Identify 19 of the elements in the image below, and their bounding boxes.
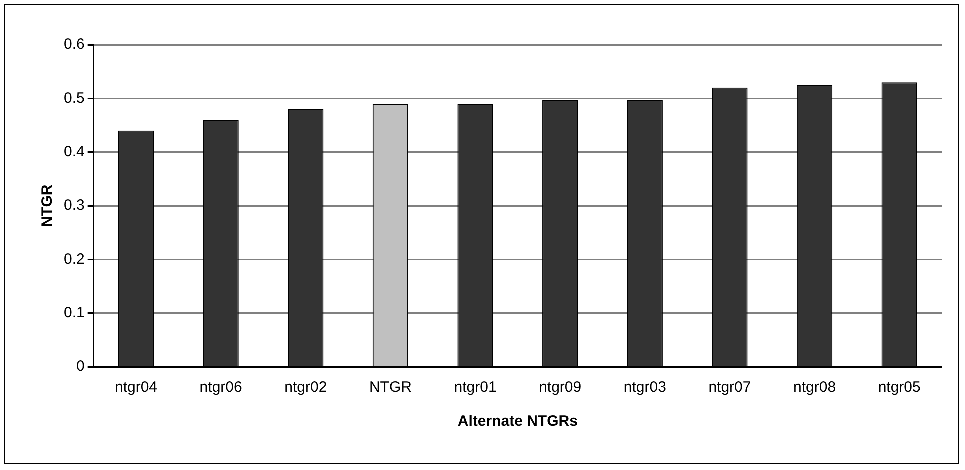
y-tick-label: 0.5	[64, 90, 85, 107]
x-tick-label: NTGR	[369, 379, 412, 396]
x-tick-label: ntgr06	[200, 379, 242, 396]
x-tick-label: ntgr08	[794, 379, 836, 396]
x-axis-title: Alternate NTGRs	[458, 413, 578, 430]
x-tick-label: ntgr03	[624, 379, 666, 396]
y-axis-title: NTGR	[39, 184, 56, 228]
y-tick-label: 0.3	[64, 197, 85, 214]
y-tick-label: 0.1	[64, 304, 85, 322]
x-tick-label: ntgr05	[878, 379, 921, 396]
x-tick-label: ntgr01	[454, 379, 497, 396]
y-tick-label: 0.6	[64, 36, 85, 54]
x-tick-label: ntgr02	[284, 379, 328, 396]
x-tick-label: ntgr09	[539, 379, 582, 396]
y-tick-label: 0.2	[64, 250, 85, 268]
y-tick-label: 0.4	[64, 143, 85, 160]
x-tick-label: ntgr04	[114, 379, 158, 396]
y-tick-label: 0	[76, 358, 85, 376]
x-tick-label: ntgr07	[708, 379, 752, 396]
